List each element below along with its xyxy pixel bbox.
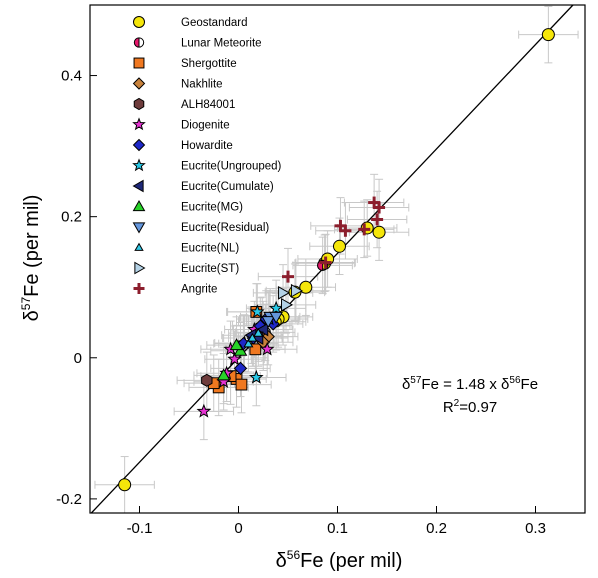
legend-label: Howardite [181, 140, 233, 152]
data-point [233, 361, 248, 376]
legend-marker [132, 77, 146, 90]
data-point [358, 223, 371, 236]
data-point [249, 343, 262, 356]
y-tick-label: -0.2 [56, 491, 82, 508]
y-axis-title-sup: 57 [19, 297, 33, 311]
legend-label: Nakhlite [181, 79, 223, 91]
data-point [229, 338, 244, 351]
legend-label: Lunar Meteorite [181, 38, 262, 50]
data-point [269, 311, 283, 324]
legend-marker [132, 179, 144, 193]
data-point [372, 225, 386, 239]
legend-marker [134, 242, 144, 251]
data-point [261, 316, 276, 329]
legend-label: Eucrite(Ungrouped) [181, 161, 282, 173]
legend-marker [132, 158, 146, 172]
x-tick-label: 0.3 [525, 520, 546, 537]
legend-marker [132, 222, 146, 234]
y-tick-label: 0.2 [61, 209, 82, 226]
legend: Geostandard Lunar Meteorite Shergottite Nak… [132, 16, 282, 296]
y-axis-title-post: Fe (per mil) [21, 195, 43, 297]
data-point [227, 351, 242, 366]
data-point [371, 213, 384, 226]
legend-marker [133, 37, 145, 48]
legend-marker [132, 138, 146, 152]
data-point [253, 327, 264, 337]
legend-marker [132, 117, 146, 131]
x-axis-title-sup: 56 [287, 548, 301, 562]
legend-marker [133, 283, 145, 294]
data-point [299, 280, 313, 294]
data-point [118, 478, 132, 492]
legend-label: Eucrite(MG) [181, 202, 243, 214]
data-point [196, 403, 212, 418]
data-point [373, 201, 386, 214]
axis-ticks: -0.1 0 0.1 0.2 0.3 -0.2 0 0.2 0.4 [56, 68, 546, 537]
data-point [216, 368, 231, 381]
legend-label: Shergottite [181, 58, 237, 70]
data-point [319, 256, 332, 269]
legend-label: Geostandard [181, 17, 248, 29]
y-axis-title: δ57Fe (per mil) [19, 195, 43, 322]
fit-equation: δ57Fe = 1.48 x δ56Fe [402, 375, 538, 393]
legend-label: ALH84001 [181, 99, 235, 111]
legend-marker [134, 261, 146, 275]
legend-label: Eucrite(ST) [181, 263, 239, 275]
x-axis-title-post: Fe (per mil) [300, 550, 402, 572]
legend-marker [133, 16, 145, 28]
data-point [201, 373, 213, 387]
data-points [118, 28, 555, 492]
data-point [268, 300, 284, 315]
data-point [243, 338, 254, 348]
data-point [278, 286, 291, 300]
data-point [290, 283, 303, 298]
legend-label: Eucrite(Cumulate) [181, 181, 274, 193]
y-tick-label: 0.4 [61, 68, 82, 85]
data-point [281, 297, 294, 312]
data-point [235, 378, 248, 391]
x-axis-title: δ56Fe (per mil) [276, 548, 403, 572]
x-axis-title-pre: δ [276, 550, 287, 572]
data-point [249, 369, 264, 384]
x-tick-label: 0.2 [426, 520, 447, 537]
data-point [332, 239, 346, 253]
legend-marker [132, 199, 146, 212]
legend-label: Eucrite(Residual) [181, 222, 269, 234]
legend-label: Diogenite [181, 120, 230, 132]
data-point [282, 270, 294, 283]
error-bars [94, 5, 579, 514]
legend-marker [133, 57, 145, 69]
legend-marker [133, 97, 145, 111]
data-point [334, 219, 347, 232]
legend-label: Angrite [181, 284, 217, 296]
r-squared-label: R2=0.97 [443, 398, 497, 416]
data-point [249, 304, 265, 319]
data-point [541, 28, 555, 42]
legend-label: Eucrite(NL) [181, 243, 239, 255]
y-axis-title-pre: δ [21, 310, 43, 321]
x-tick-label: 0 [234, 520, 242, 537]
data-point [247, 332, 258, 342]
data-point [259, 341, 275, 356]
x-tick-label: -0.1 [127, 520, 153, 537]
y-tick-label: 0 [74, 350, 82, 367]
x-tick-label: 0.1 [327, 520, 348, 537]
